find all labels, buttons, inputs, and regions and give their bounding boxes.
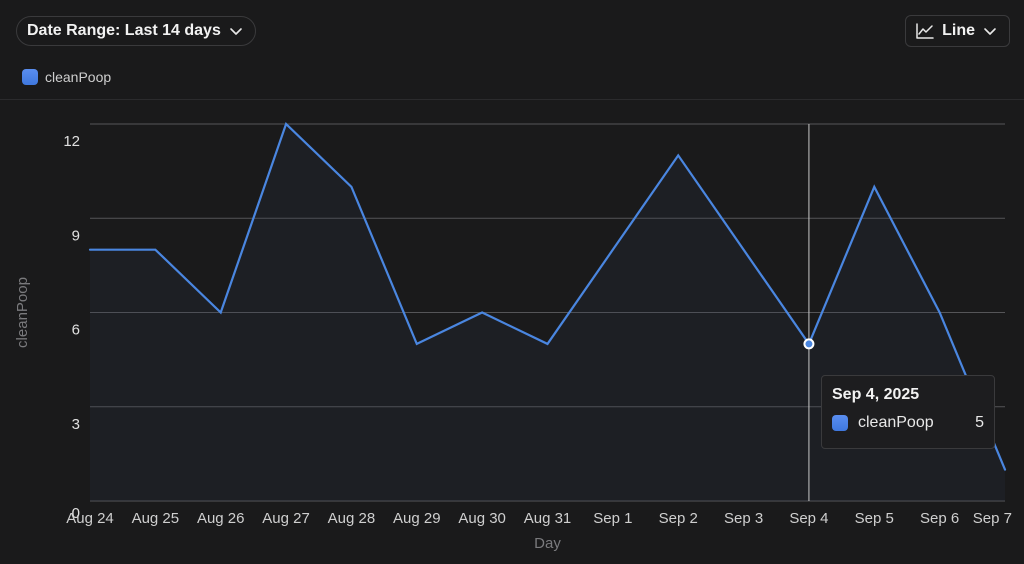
tooltip-row: cleanPoop 5	[832, 414, 984, 432]
y-tick-label: 9	[72, 227, 80, 244]
line-chart-icon	[916, 23, 934, 39]
chart-legend[interactable]: cleanPoop	[22, 69, 111, 85]
header-divider	[0, 99, 1024, 100]
series-area	[90, 124, 1005, 501]
x-tick-label: Aug 30	[458, 510, 506, 527]
data-point	[87, 247, 93, 253]
data-point	[937, 310, 943, 316]
data-point	[283, 121, 289, 127]
data-point	[545, 341, 551, 347]
tooltip-value: 5	[975, 414, 984, 431]
y-tick-label: 6	[72, 322, 80, 339]
data-point	[871, 184, 877, 190]
chart-type-dropdown[interactable]: Line	[905, 15, 1010, 47]
x-tick-label: Aug 24	[66, 510, 114, 527]
tooltip-swatch	[832, 415, 848, 431]
chart-tooltip: Sep 4, 2025 cleanPoop 5	[821, 375, 995, 449]
data-point	[414, 341, 420, 347]
x-tick-label: Sep 4	[789, 510, 828, 527]
x-tick-label: Aug 26	[197, 510, 245, 527]
data-point	[348, 184, 354, 190]
legend-label: cleanPoop	[45, 69, 112, 85]
x-tick-label: Aug 25	[132, 510, 180, 527]
x-tick-label: Sep 5	[855, 510, 894, 527]
highlighted-point	[803, 338, 815, 350]
y-tick-label: 3	[72, 416, 80, 433]
chevron-down-icon	[230, 28, 242, 35]
x-tick-label: Aug 31	[524, 510, 572, 527]
tooltip-date: Sep 4, 2025	[832, 386, 920, 403]
x-tick-label: Aug 28	[328, 510, 376, 527]
date-range-label: Date Range: Last 14 days	[27, 22, 221, 39]
chevron-down-icon	[984, 28, 996, 35]
x-tick-label: Aug 27	[262, 510, 310, 527]
chart-type-label: Line	[942, 22, 975, 39]
y-tick-label: 0	[72, 505, 80, 522]
data-point	[479, 310, 485, 316]
data-point	[1002, 467, 1008, 473]
y-axis-title: cleanPoop	[14, 277, 31, 348]
x-tick-label: Aug 29	[393, 510, 441, 527]
data-point	[675, 152, 681, 158]
data-point	[218, 310, 224, 316]
legend-swatch	[22, 69, 38, 85]
date-range-dropdown[interactable]: Date Range: Last 14 days	[16, 16, 256, 46]
x-tick-label: Sep 1	[593, 510, 632, 527]
data-point	[741, 247, 747, 253]
x-axis-title: Day	[534, 535, 561, 552]
x-tick-label: Sep 3	[724, 510, 763, 527]
x-tick-label: Sep 7	[973, 510, 1012, 527]
series-line	[88, 122, 1007, 471]
tooltip-series-label: cleanPoop	[858, 414, 934, 431]
y-tick-label: 12	[63, 133, 80, 150]
x-tick-label: Sep 2	[659, 510, 698, 527]
data-point	[152, 247, 158, 253]
data-point	[610, 247, 616, 253]
x-tick-label: Sep 6	[920, 510, 959, 527]
